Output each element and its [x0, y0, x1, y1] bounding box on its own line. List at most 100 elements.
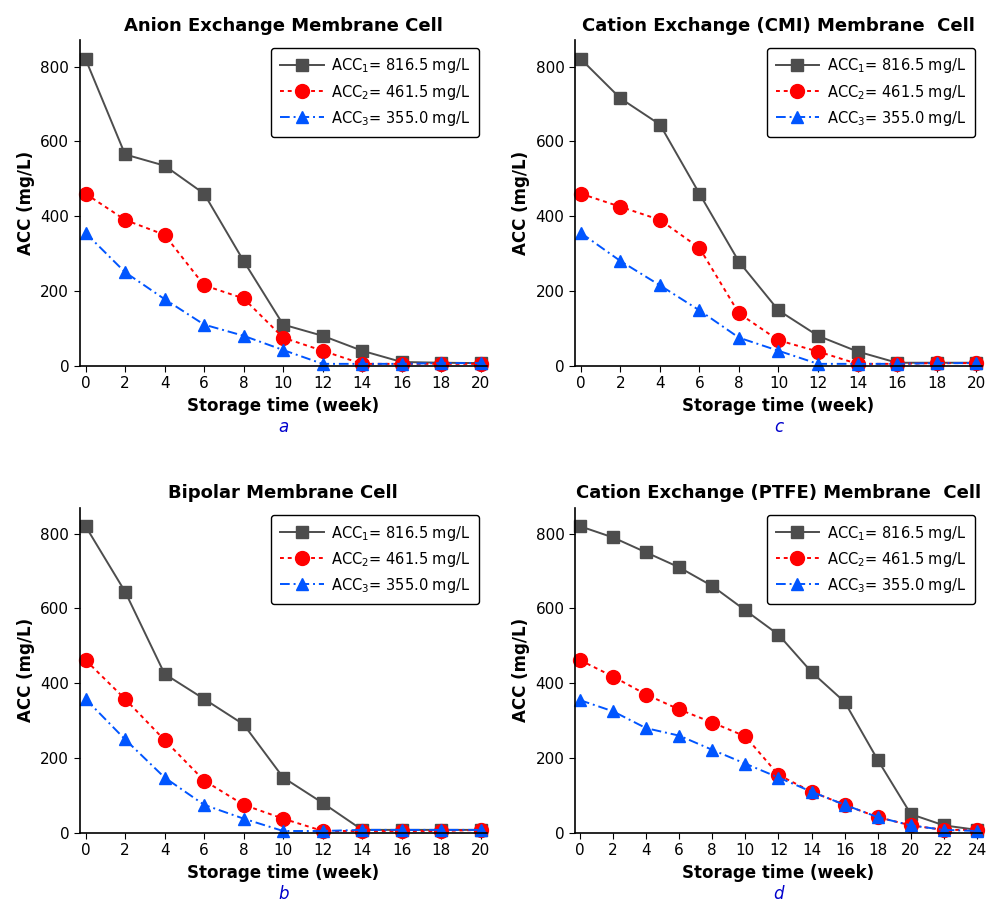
- ACC$_1$= 816.5 mg/L: [574, 521, 586, 532]
- ACC$_1$= 816.5 mg/L: [434, 357, 446, 369]
- ACC$_2$= 461.5 mg/L: [904, 820, 916, 831]
- ACC$_3$= 355.0 mg/L: [238, 330, 250, 341]
- ACC$_2$= 461.5 mg/L: [158, 734, 171, 745]
- ACC$_3$= 355.0 mg/L: [158, 772, 171, 783]
- ACC$_2$= 461.5 mg/L: [771, 769, 783, 780]
- ACC$_3$= 355.0 mg/L: [434, 357, 446, 369]
- Legend: ACC$_1$= 816.5 mg/L, ACC$_2$= 461.5 mg/L, ACC$_3$= 355.0 mg/L: ACC$_1$= 816.5 mg/L, ACC$_2$= 461.5 mg/L…: [766, 48, 974, 137]
- Line: ACC$_3$= 355.0 mg/L: ACC$_3$= 355.0 mg/L: [574, 227, 981, 370]
- ACC$_3$= 355.0 mg/L: [277, 825, 289, 836]
- ACC$_2$= 461.5 mg/L: [738, 731, 750, 742]
- ACC$_3$= 355.0 mg/L: [238, 813, 250, 824]
- ACC$_2$= 461.5 mg/L: [930, 357, 942, 369]
- ACC$_1$= 816.5 mg/L: [158, 160, 171, 171]
- ACC$_1$= 816.5 mg/L: [904, 809, 916, 820]
- Line: ACC$_1$= 816.5 mg/L: ACC$_1$= 816.5 mg/L: [80, 53, 485, 369]
- ACC$_3$= 355.0 mg/L: [356, 358, 368, 369]
- ACC$_2$= 461.5 mg/L: [356, 825, 368, 836]
- ACC$_1$= 816.5 mg/L: [771, 305, 783, 316]
- ACC$_1$= 816.5 mg/L: [970, 824, 982, 835]
- ACC$_2$= 461.5 mg/L: [277, 813, 289, 824]
- ACC$_2$= 461.5 mg/L: [474, 824, 486, 835]
- Text: c: c: [773, 418, 782, 436]
- ACC$_1$= 816.5 mg/L: [434, 824, 446, 835]
- ACC$_3$= 355.0 mg/L: [277, 345, 289, 356]
- ACC$_3$= 355.0 mg/L: [198, 800, 210, 811]
- Title: Bipolar Membrane Cell: Bipolar Membrane Cell: [169, 483, 397, 502]
- ACC$_3$= 355.0 mg/L: [119, 267, 131, 278]
- ACC$_2$= 461.5 mg/L: [238, 800, 250, 811]
- ACC$_1$= 816.5 mg/L: [890, 357, 902, 369]
- ACC$_1$= 816.5 mg/L: [614, 93, 626, 104]
- Line: ACC$_2$= 461.5 mg/L: ACC$_2$= 461.5 mg/L: [574, 187, 982, 370]
- ACC$_2$= 461.5 mg/L: [79, 654, 91, 665]
- Line: ACC$_2$= 461.5 mg/L: ACC$_2$= 461.5 mg/L: [573, 653, 983, 837]
- ACC$_2$= 461.5 mg/L: [395, 825, 407, 836]
- ACC$_2$= 461.5 mg/L: [198, 775, 210, 786]
- ACC$_1$= 816.5 mg/L: [238, 255, 250, 267]
- ACC$_1$= 816.5 mg/L: [771, 630, 783, 641]
- ACC$_3$= 355.0 mg/L: [937, 824, 949, 835]
- ACC$_1$= 816.5 mg/L: [79, 53, 91, 64]
- Legend: ACC$_1$= 816.5 mg/L, ACC$_2$= 461.5 mg/L, ACC$_3$= 355.0 mg/L: ACC$_1$= 816.5 mg/L, ACC$_2$= 461.5 mg/L…: [271, 48, 478, 137]
- ACC$_3$= 355.0 mg/L: [640, 722, 652, 733]
- ACC$_3$= 355.0 mg/L: [693, 305, 705, 316]
- ACC$_1$= 816.5 mg/L: [395, 357, 407, 368]
- ACC$_3$= 355.0 mg/L: [316, 358, 328, 369]
- ACC$_1$= 816.5 mg/L: [937, 820, 949, 831]
- ACC$_3$= 355.0 mg/L: [158, 294, 171, 305]
- ACC$_3$= 355.0 mg/L: [804, 787, 816, 798]
- ACC$_3$= 355.0 mg/L: [653, 279, 665, 290]
- ACC$_2$= 461.5 mg/L: [316, 346, 328, 357]
- Line: ACC$_2$= 461.5 mg/L: ACC$_2$= 461.5 mg/L: [78, 653, 487, 838]
- ACC$_2$= 461.5 mg/L: [851, 358, 863, 369]
- ACC$_2$= 461.5 mg/L: [771, 335, 783, 346]
- ACC$_1$= 816.5 mg/L: [838, 697, 850, 708]
- ACC$_3$= 355.0 mg/L: [474, 824, 486, 835]
- ACC$_1$= 816.5 mg/L: [198, 188, 210, 199]
- ACC$_2$= 461.5 mg/L: [474, 358, 486, 369]
- ACC$_1$= 816.5 mg/L: [607, 532, 619, 543]
- X-axis label: Storage time (week): Storage time (week): [682, 397, 874, 414]
- Line: ACC$_3$= 355.0 mg/L: ACC$_3$= 355.0 mg/L: [79, 227, 486, 370]
- ACC$_1$= 816.5 mg/L: [356, 824, 368, 835]
- ACC$_1$= 816.5 mg/L: [119, 586, 131, 597]
- ACC$_2$= 461.5 mg/L: [434, 825, 446, 836]
- ACC$_1$= 816.5 mg/L: [969, 357, 981, 369]
- ACC$_2$= 461.5 mg/L: [673, 704, 685, 715]
- ACC$_2$= 461.5 mg/L: [969, 357, 981, 369]
- ACC$_3$= 355.0 mg/L: [851, 358, 863, 369]
- ACC$_3$= 355.0 mg/L: [614, 255, 626, 267]
- ACC$_3$= 355.0 mg/L: [79, 228, 91, 239]
- ACC$_1$= 816.5 mg/L: [705, 581, 717, 592]
- Legend: ACC$_1$= 816.5 mg/L, ACC$_2$= 461.5 mg/L, ACC$_3$= 355.0 mg/L: ACC$_1$= 816.5 mg/L, ACC$_2$= 461.5 mg/L…: [766, 515, 974, 604]
- ACC$_2$= 461.5 mg/L: [970, 824, 982, 835]
- ACC$_1$= 816.5 mg/L: [732, 256, 744, 267]
- Y-axis label: ACC (mg/L): ACC (mg/L): [17, 151, 35, 255]
- ACC$_1$= 816.5 mg/L: [673, 562, 685, 573]
- ACC$_3$= 355.0 mg/L: [771, 346, 783, 357]
- ACC$_2$= 461.5 mg/L: [119, 214, 131, 225]
- Line: ACC$_3$= 355.0 mg/L: ACC$_3$= 355.0 mg/L: [79, 693, 486, 837]
- X-axis label: Storage time (week): Storage time (week): [187, 397, 379, 414]
- ACC$_2$= 461.5 mg/L: [434, 358, 446, 369]
- ACC$_1$= 816.5 mg/L: [738, 605, 750, 616]
- ACC$_3$= 355.0 mg/L: [904, 820, 916, 831]
- ACC$_2$= 461.5 mg/L: [705, 717, 717, 728]
- ACC$_1$= 816.5 mg/L: [316, 330, 328, 341]
- X-axis label: Storage time (week): Storage time (week): [682, 864, 874, 882]
- ACC$_3$= 355.0 mg/L: [969, 357, 981, 369]
- ACC$_3$= 355.0 mg/L: [607, 706, 619, 717]
- ACC$_2$= 461.5 mg/L: [198, 279, 210, 290]
- ACC$_2$= 461.5 mg/L: [79, 188, 91, 199]
- ACC$_1$= 816.5 mg/L: [79, 521, 91, 532]
- ACC$_3$= 355.0 mg/L: [395, 824, 407, 835]
- ACC$_3$= 355.0 mg/L: [738, 758, 750, 769]
- ACC$_3$= 355.0 mg/L: [970, 825, 982, 836]
- Line: ACC$_1$= 816.5 mg/L: ACC$_1$= 816.5 mg/L: [80, 521, 485, 835]
- Line: ACC$_3$= 355.0 mg/L: ACC$_3$= 355.0 mg/L: [573, 694, 982, 837]
- Y-axis label: ACC (mg/L): ACC (mg/L): [512, 151, 530, 255]
- Line: ACC$_1$= 816.5 mg/L: ACC$_1$= 816.5 mg/L: [575, 53, 981, 369]
- ACC$_2$= 461.5 mg/L: [871, 811, 883, 823]
- ACC$_3$= 355.0 mg/L: [575, 228, 587, 239]
